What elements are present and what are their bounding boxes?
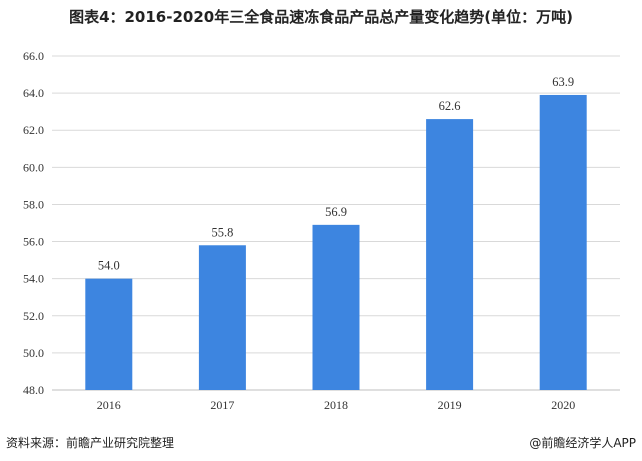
bar-2018 (312, 224, 360, 390)
y-tick-label: 66.0 (23, 49, 44, 63)
y-tick-label: 56.0 (23, 235, 44, 249)
y-tick-label: 48.0 (23, 383, 44, 397)
x-tick-label-2017: 2017 (210, 398, 234, 412)
value-label-2017: 55.8 (211, 225, 233, 239)
bar-2016 (85, 278, 133, 390)
y-tick-label: 60.0 (23, 160, 44, 174)
y-axis-ticks: 48.0 50.0 52.0 54.0 56.0 58.0 60.0 62.0 64.0 66.0 (23, 49, 44, 397)
source-note: 资料来源：前瞻产业研究院整理 (6, 436, 175, 450)
value-label-2018: 56.9 (325, 205, 347, 219)
bar-2019 (426, 119, 474, 390)
y-tick-label: 64.0 (23, 86, 44, 100)
y-tick-label: 54.0 (23, 272, 44, 286)
value-label-2019: 62.6 (439, 99, 461, 113)
x-tick-label-2019: 2019 (438, 398, 462, 412)
bar-2017 (198, 245, 246, 390)
x-tick-label-2020: 2020 (551, 398, 575, 412)
chart-title: 图表4：2016-2020年三全食品速冻食品产品总产量变化趋势(单位：万吨) (69, 8, 573, 26)
x-axis-ticks: 2016 2017 2018 2019 2020 (97, 398, 575, 412)
footer: 资料来源：前瞻产业研究院整理 @前瞻经济学人APP (0, 432, 642, 454)
y-tick-label: 62.0 (23, 123, 44, 137)
y-tick-label: 52.0 (23, 309, 44, 323)
brand-credit: @前瞻经济学人APP (529, 436, 636, 450)
bars (85, 94, 587, 390)
x-tick-label-2018: 2018 (324, 398, 348, 412)
value-label-2016: 54.0 (98, 259, 120, 273)
value-label-2020: 63.9 (552, 75, 574, 89)
bar-2020 (539, 94, 587, 390)
y-tick-label: 58.0 (23, 197, 44, 211)
y-tick-label: 50.0 (23, 346, 44, 360)
x-tick-label-2016: 2016 (97, 398, 121, 412)
value-labels: 54.0 55.8 56.9 62.6 63.9 (98, 75, 574, 273)
